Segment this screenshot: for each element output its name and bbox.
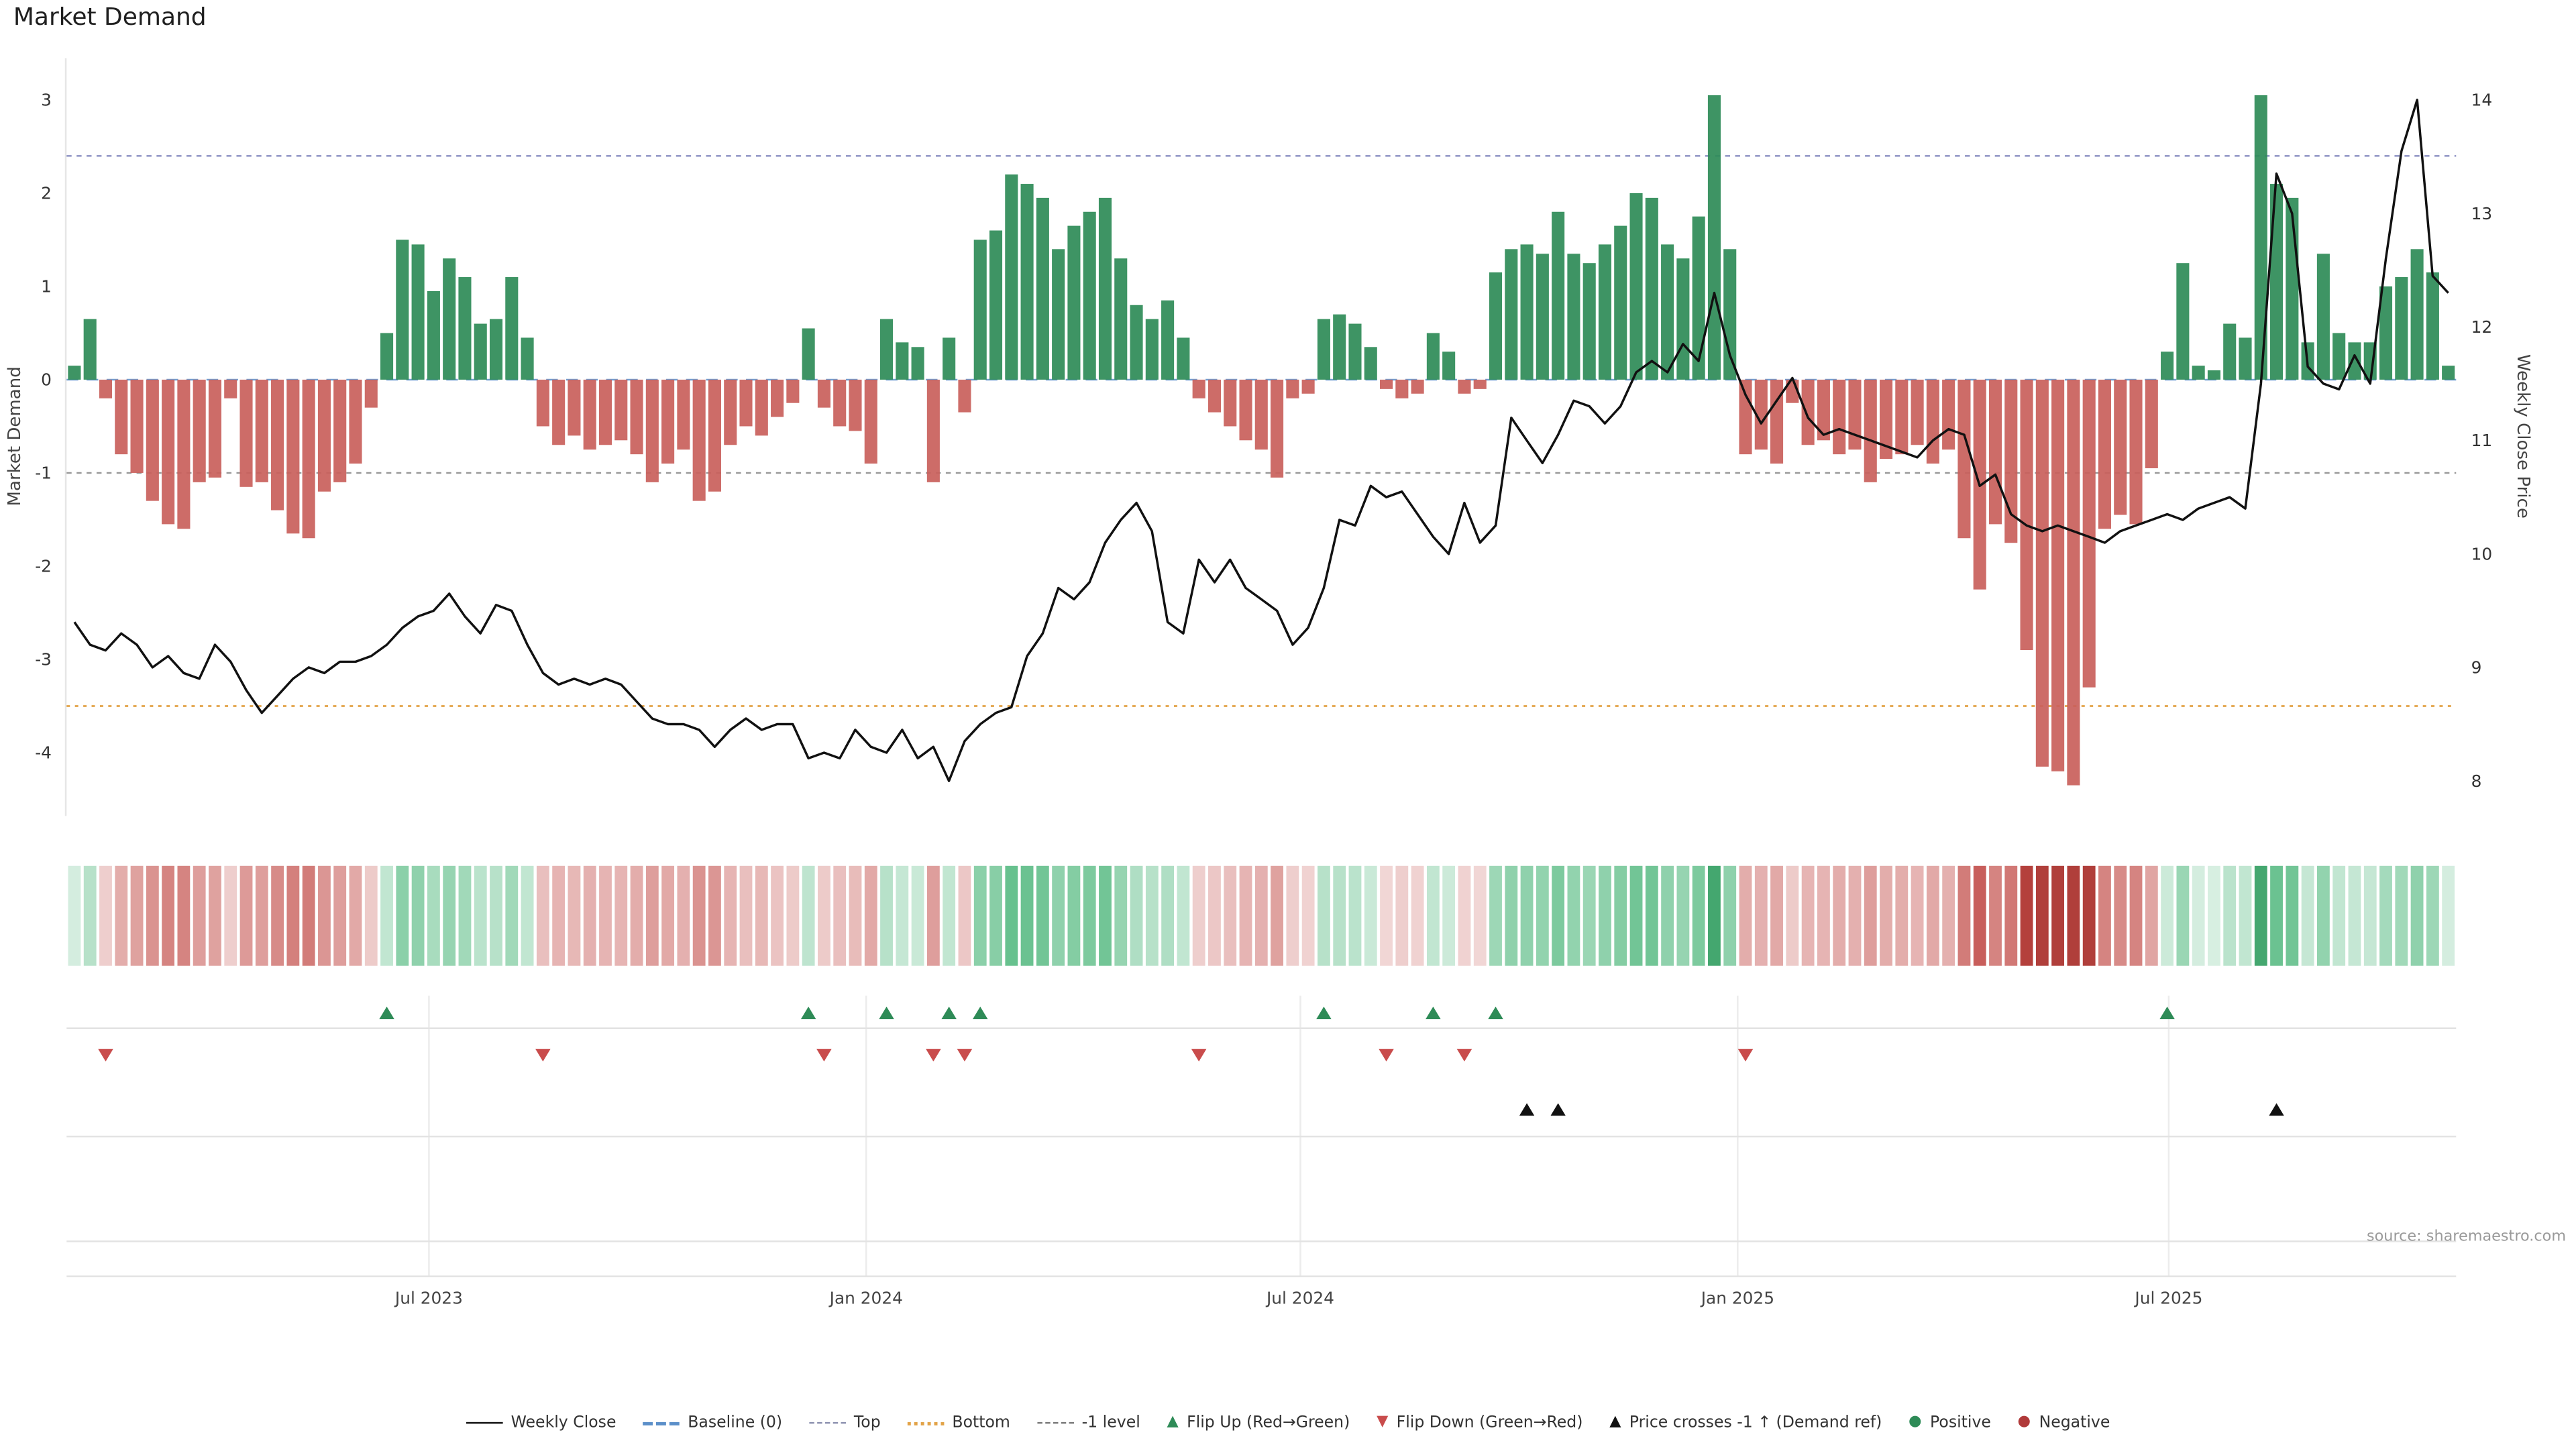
left-tick-label: 2 xyxy=(41,184,52,203)
left-tick-label: 0 xyxy=(41,370,52,390)
right-axis-title: Weekly Close Price xyxy=(2513,354,2533,519)
right-tick-label: 10 xyxy=(2471,544,2493,564)
flip-down-markers xyxy=(98,1049,1754,1062)
legend-swatch-line xyxy=(466,1421,503,1424)
left-tick-label: 3 xyxy=(41,91,52,110)
right-tick-label: 14 xyxy=(2471,91,2493,110)
legend-swatch-dots xyxy=(907,1421,944,1425)
legend-item-1: Baseline (0) xyxy=(643,1413,782,1432)
legend-tri-up-icon: ▲ xyxy=(1167,1413,1179,1431)
right-tick-label: 13 xyxy=(2471,204,2493,223)
chart-legend: Weekly Close Baseline (0) Top Bottom -1 leve… xyxy=(0,1413,2576,1432)
legend-label: Baseline (0) xyxy=(688,1413,783,1432)
flip-up-markers xyxy=(379,1006,2175,1020)
legend-dot-icon: ● xyxy=(1909,1413,1922,1431)
right-tick-label: 9 xyxy=(2471,658,2482,678)
legend-tri-down-icon: ▼ xyxy=(1377,1413,1389,1431)
legend-label: Top xyxy=(853,1413,881,1432)
demand-heatmap xyxy=(68,865,2455,966)
right-tick-label: 8 xyxy=(2471,771,2482,791)
left-tick-label: -2 xyxy=(35,557,52,576)
weekly-close-line xyxy=(73,99,2449,782)
legend-label: Price crosses -1 ↑ (Demand ref) xyxy=(1629,1413,1882,1432)
legend-dot-icon: ● xyxy=(2017,1413,2031,1431)
price-cross-markers xyxy=(1519,1103,2284,1116)
legend-item-6: ▼ Flip Down (Green→Red) xyxy=(1377,1413,1582,1432)
legend-item-4: -1 level xyxy=(1036,1413,1140,1432)
legend-label: Flip Up (Red→Green) xyxy=(1187,1413,1350,1432)
source-credit: source: sharemaestro.com xyxy=(2366,1228,2567,1246)
left-tick-label: -4 xyxy=(35,743,52,763)
x-tick-label: Jul 2025 xyxy=(2133,1289,2202,1308)
x-tick-label: Jan 2025 xyxy=(1700,1289,1774,1308)
demand-bars xyxy=(68,95,2455,786)
legend-tri-up-icon: ▲ xyxy=(1609,1413,1621,1431)
right-tick-label: 12 xyxy=(2471,317,2493,337)
legend-swatch-dash-long xyxy=(643,1421,680,1425)
legend-label: Positive xyxy=(1930,1413,1991,1432)
legend-item-0: Weekly Close xyxy=(466,1413,616,1432)
legend-label: Flip Down (Green→Red) xyxy=(1396,1413,1583,1432)
left-tick-label: -1 xyxy=(35,464,52,483)
legend-item-5: ▲ Flip Up (Red→Green) xyxy=(1167,1413,1350,1432)
legend-label: Weekly Close xyxy=(511,1413,616,1432)
legend-label: Bottom xyxy=(952,1413,1010,1432)
x-tick-label: Jul 2024 xyxy=(1265,1289,1334,1308)
legend-item-9: ● Negative xyxy=(2018,1413,2110,1432)
legend-swatch-dash xyxy=(808,1421,846,1424)
left-axis-title: Market Demand xyxy=(5,366,25,506)
right-tick-label: 11 xyxy=(2471,431,2493,450)
left-tick-label: 1 xyxy=(41,277,52,297)
legend-item-2: Top xyxy=(808,1413,881,1432)
legend-label: Negative xyxy=(2039,1413,2110,1432)
left-tick-label: -3 xyxy=(35,650,52,669)
legend-item-7: ▲ Price crosses -1 ↑ (Demand ref) xyxy=(1609,1413,1882,1432)
page-title: Market Demand xyxy=(13,5,207,32)
x-tick-label: Jul 2023 xyxy=(394,1289,463,1308)
legend-item-3: Bottom xyxy=(907,1413,1010,1432)
legend-label: -1 level xyxy=(1081,1413,1140,1432)
x-tick-label: Jan 2024 xyxy=(828,1289,903,1308)
legend-swatch-dash xyxy=(1036,1421,1074,1424)
legend-item-8: ● Positive xyxy=(1909,1413,1991,1432)
